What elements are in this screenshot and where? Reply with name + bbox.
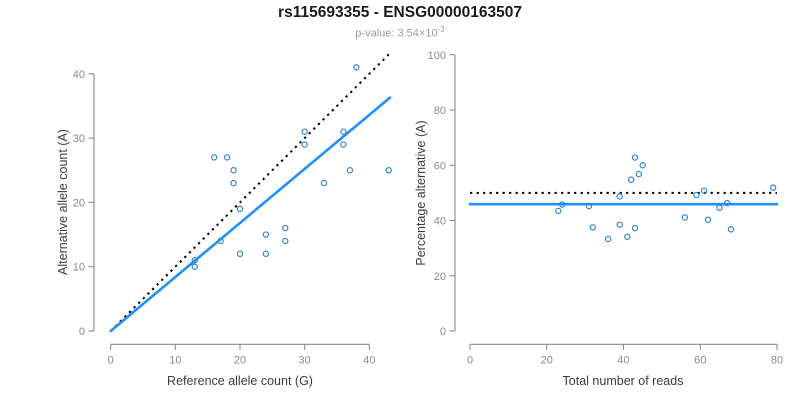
y-tick-label: 40 [434, 216, 446, 228]
data-point [340, 141, 347, 148]
data-point [616, 193, 623, 200]
data-point [191, 263, 198, 270]
y-tick-label: 100 [428, 50, 446, 62]
fit-line [109, 96, 392, 333]
data-point [681, 214, 689, 221]
data-point [631, 225, 639, 232]
data-point [693, 191, 700, 199]
subtitle-exponent: -3 [437, 25, 445, 34]
data-point [340, 128, 347, 135]
x-tick-label: 20 [234, 354, 246, 366]
data-point [727, 226, 735, 233]
data-point [230, 167, 237, 174]
y-tick-label: 20 [434, 271, 446, 283]
data-point [191, 257, 198, 264]
y-tick-label: 20 [73, 197, 85, 209]
data-point [236, 250, 244, 258]
x-tick-label: 30 [299, 354, 311, 366]
data-point [236, 205, 244, 213]
data-point [262, 231, 270, 238]
data-point [635, 170, 643, 178]
data-point [555, 207, 562, 215]
data-point [301, 141, 308, 148]
x-tick-label: 80 [771, 354, 783, 366]
y-tick-label: 30 [73, 133, 85, 145]
y-tick-label: 0 [79, 326, 85, 338]
y-tick-label: 0 [440, 326, 446, 338]
left-plot-ylabel: Alternative allele count (A) [56, 129, 70, 275]
y-tick-label: 40 [73, 69, 85, 81]
y-tick-label: 80 [434, 105, 446, 117]
x-tick-label: 20 [541, 354, 553, 366]
data-point [639, 162, 646, 169]
data-point [589, 224, 597, 231]
data-point [282, 224, 289, 232]
data-point [704, 216, 712, 223]
x-tick-label: 60 [694, 354, 706, 366]
data-point [723, 199, 731, 207]
data-point [558, 201, 566, 208]
data-point [346, 167, 354, 174]
data-point [624, 233, 631, 240]
data-point [230, 179, 237, 187]
data-point [585, 202, 593, 210]
right-plot-ylabel: Percentage alternative (A) [414, 120, 428, 265]
x-tick-label: 0 [108, 354, 114, 366]
left-plot: 0 10 20 30 40 0 10 20 30 40 [73, 51, 392, 366]
left-plot-xlabel: Reference allele count (G) [167, 374, 313, 388]
identity-line [109, 51, 392, 332]
x-tick-label: 40 [363, 354, 375, 366]
data-point [320, 179, 328, 187]
data-point [631, 154, 639, 161]
data-point [616, 221, 623, 228]
x-tick-label: 40 [617, 354, 629, 366]
data-point [604, 235, 612, 243]
y-tick-label: 10 [73, 262, 85, 274]
data-point [353, 64, 360, 71]
x-tick-label: 10 [169, 354, 181, 366]
chart-subtitle: p-value: 3.54×10-3 [0, 25, 800, 40]
data-point [627, 176, 635, 183]
data-point [716, 204, 723, 211]
x-tick-label: 0 [467, 354, 473, 366]
data-point [769, 184, 777, 191]
data-point [700, 187, 708, 194]
right-plot-xlabel: Total number of reads [563, 374, 684, 388]
data-point [262, 250, 270, 258]
data-point [282, 237, 289, 245]
chart-title: rs115693355 - ENSG00000163507 [278, 4, 522, 21]
data-point [301, 128, 308, 135]
data-point [210, 154, 218, 161]
data-point [217, 237, 224, 245]
data-point [223, 154, 231, 161]
right-plot: 0 20 40 60 80 0 20 40 60 80 100 [428, 50, 783, 367]
y-tick-label: 60 [434, 160, 446, 172]
data-point [385, 167, 392, 174]
subtitle-text: p-value: 3.54×10 [355, 27, 438, 40]
